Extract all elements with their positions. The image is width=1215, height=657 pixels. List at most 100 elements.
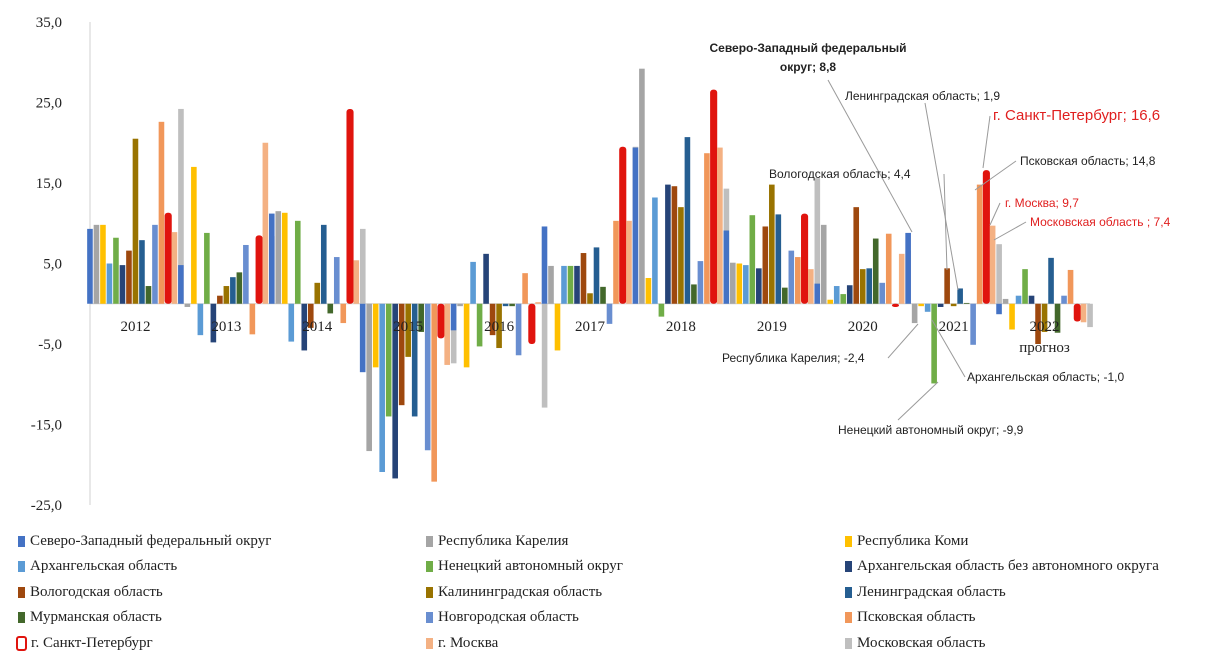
bar <box>820 224 827 304</box>
bar <box>639 68 645 304</box>
legend-label: Республика Карелия <box>438 532 569 549</box>
bar-saint-petersburg <box>528 303 536 344</box>
bar <box>470 261 476 304</box>
legend-label: Новгородская область <box>438 609 579 625</box>
bar <box>626 220 632 304</box>
bar <box>340 303 347 324</box>
bar <box>463 303 470 368</box>
bar <box>749 215 756 304</box>
bar <box>957 288 963 304</box>
bar <box>879 282 886 304</box>
bar <box>840 294 847 304</box>
bar <box>924 303 931 312</box>
y-tick-label: 35,0 <box>36 15 62 31</box>
legend-swatch <box>18 561 25 572</box>
bar <box>307 303 314 328</box>
bar <box>132 138 139 304</box>
annotation-label: Северо-Западный федеральный <box>709 41 906 55</box>
bar <box>301 303 308 351</box>
annotation-label: Вологодская область; 4,4 <box>769 167 911 181</box>
bar <box>457 303 463 307</box>
legend-swatch <box>845 561 852 572</box>
x-category-label: 2016 <box>484 319 515 335</box>
bar <box>769 184 775 304</box>
legend-item: Калининградская область <box>426 581 602 603</box>
legend-swatch <box>845 535 852 547</box>
x-category-label: 2022 <box>1030 319 1060 335</box>
legend-swatch <box>426 561 433 572</box>
legend-label: Мурманская область <box>30 609 162 625</box>
legend-item: Ленинградская область <box>845 581 1006 603</box>
x-category-label: 2018 <box>666 319 696 335</box>
bar <box>859 269 866 304</box>
bar <box>411 303 418 417</box>
y-tick-label: 25,0 <box>36 96 62 112</box>
bar <box>691 284 697 304</box>
bar <box>178 108 184 304</box>
legend-label: Ненецкий автономный округ <box>438 558 623 574</box>
bar-saint-petersburg <box>710 89 718 304</box>
bar <box>171 232 178 304</box>
bar <box>398 303 405 406</box>
legend-swatch <box>426 637 433 649</box>
bar <box>730 262 736 304</box>
bar <box>632 147 639 304</box>
bar <box>145 286 152 304</box>
bar <box>320 224 327 304</box>
bar <box>359 228 366 304</box>
bar <box>775 214 782 304</box>
legend-item: Ненецкий автономный округ <box>426 556 623 578</box>
legend-swatch <box>18 586 25 598</box>
bar <box>275 211 282 304</box>
bar <box>1067 269 1074 304</box>
bar <box>522 273 528 304</box>
legend-label: Архангельская область без автономного ок… <box>857 558 1159 574</box>
bar <box>963 302 970 304</box>
bar <box>535 302 541 304</box>
legend-item: Московская область <box>845 632 986 654</box>
annotation-label: Псковская область; 14,8 <box>1020 154 1156 168</box>
bar <box>483 253 489 304</box>
bar <box>872 238 879 304</box>
y-tick-label: 5,0 <box>43 257 62 273</box>
bar <box>1054 303 1061 333</box>
bar <box>204 232 210 304</box>
annotation-leader-line <box>993 221 1027 241</box>
bar <box>996 303 1002 315</box>
bar <box>87 228 93 304</box>
bar <box>93 224 100 304</box>
bar <box>814 283 821 304</box>
bar <box>139 240 145 304</box>
annotation-label: Московская область ; 7,4 <box>1030 215 1171 229</box>
bars <box>87 68 1093 482</box>
bar <box>567 265 574 304</box>
bar <box>106 263 113 304</box>
bar <box>217 295 223 304</box>
bar <box>704 153 710 304</box>
bar <box>788 250 795 304</box>
bar <box>937 303 944 307</box>
bar <box>723 230 730 304</box>
annotation-label: Архангельская область; -1,0 <box>967 370 1124 384</box>
bar <box>281 212 288 304</box>
bar <box>1041 303 1048 332</box>
bar <box>593 247 600 304</box>
legend-item: г. Санкт-Петербург <box>16 632 153 654</box>
bar <box>1009 303 1015 330</box>
bar <box>450 303 457 364</box>
legend-label: Калининградская область <box>438 583 603 600</box>
bar <box>795 257 801 304</box>
legend-item: Республика Карелия <box>426 530 568 552</box>
bar-saint-petersburg <box>619 146 627 304</box>
x-category-label: 2019 <box>757 319 787 335</box>
legend-item: Новгородская область <box>426 607 579 629</box>
bar <box>385 303 392 417</box>
annotation-label: Ненецкий автономный округ; -9,9 <box>838 423 1024 437</box>
legend-swatch <box>845 637 852 649</box>
legend-item: Северо-Западный федеральный округ <box>18 530 271 552</box>
legend-label: Республика Коми <box>857 532 969 549</box>
bar <box>1015 295 1022 304</box>
bar-saint-petersburg <box>801 213 809 304</box>
bar <box>327 303 334 314</box>
